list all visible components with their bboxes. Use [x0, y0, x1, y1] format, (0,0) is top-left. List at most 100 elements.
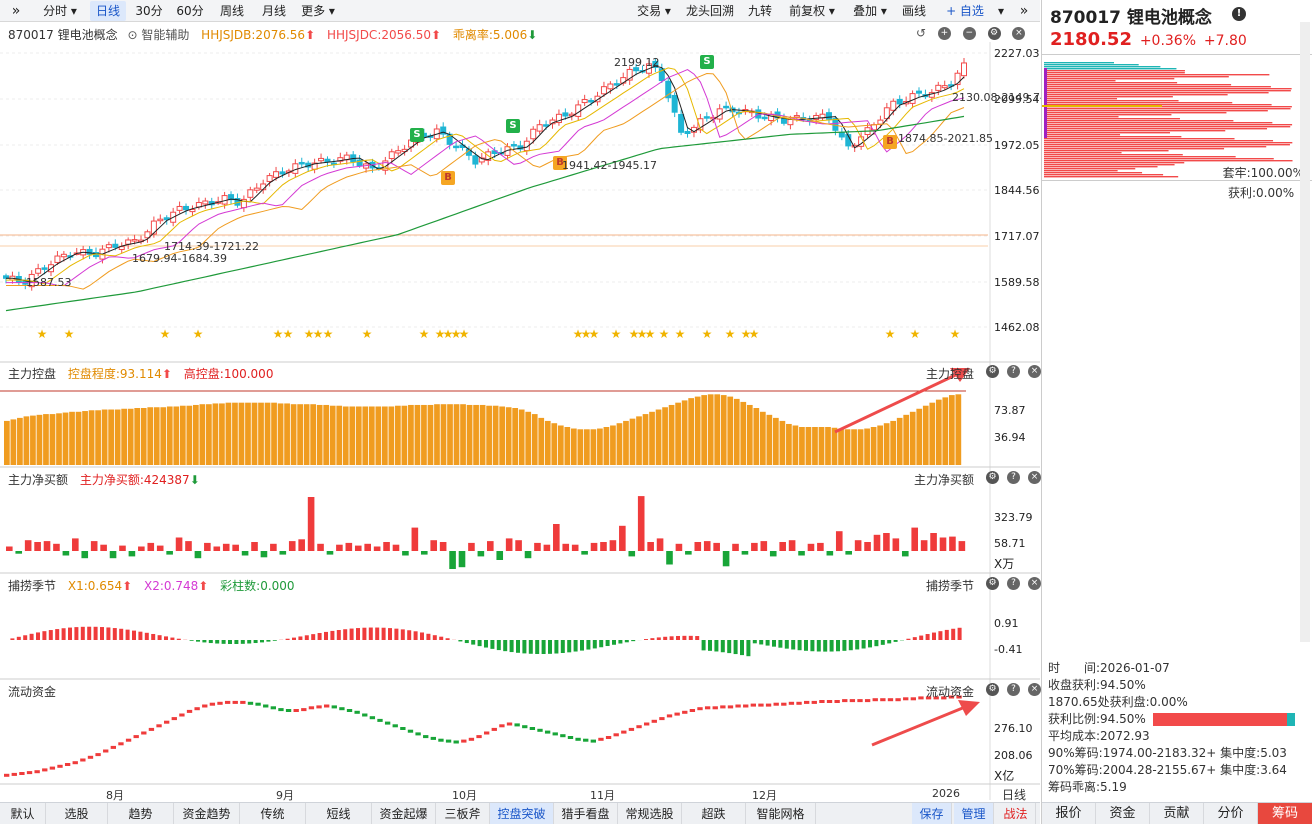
gear-icon[interactable]: ⚙ — [986, 577, 999, 590]
close-icon[interactable]: × — [1028, 365, 1041, 378]
flow-mark — [506, 722, 513, 726]
close-icon[interactable]: × — [1028, 577, 1041, 590]
strategy-tab[interactable]: 趋势 — [108, 803, 174, 824]
chip-bar — [1044, 96, 1173, 98]
season-bar — [624, 640, 629, 643]
netbuy-bar — [807, 543, 815, 551]
period-tab-30min[interactable]: 30分 — [135, 4, 163, 18]
stat-70: 70%筹码:2004.28-2155.67+ 集中度:3.64 — [1048, 763, 1287, 777]
help-icon[interactable]: ? — [1007, 577, 1020, 590]
flow-mark — [781, 702, 787, 706]
season-bar — [772, 640, 776, 647]
strategy-tab[interactable]: 短线 — [306, 803, 372, 824]
strategy-tab[interactable]: 超跌 — [682, 803, 746, 824]
gear-icon[interactable]: ⚙ — [986, 471, 999, 484]
trade-button[interactable]: 交易 ▾ — [637, 4, 671, 18]
strategy-tab[interactable]: 选股 — [46, 803, 108, 824]
strategy-tab[interactable]: 智能网格 — [746, 803, 816, 824]
tab-price-split[interactable]: 分价 — [1204, 803, 1258, 824]
strategy-tab[interactable]: 资金趋势 — [174, 803, 240, 824]
strategy-tab-active[interactable]: 控盘突破 — [490, 803, 554, 824]
info-icon[interactable]: ! — [1232, 7, 1246, 21]
season-bar — [202, 640, 207, 643]
chip-bar — [1044, 132, 1171, 134]
sidebar-expand-icon[interactable]: » — [11, 3, 21, 19]
strategy-tab[interactable]: 常规选股 — [618, 803, 682, 824]
strategy-tab[interactable]: 猎手看盘 — [554, 803, 618, 824]
strategy-tab[interactable]: 默认 — [0, 803, 46, 824]
watchlist-dropdown-icon[interactable]: ▾ — [997, 4, 1005, 18]
strategy-tab[interactable]: 传统 — [240, 803, 306, 824]
chip-bar — [1044, 126, 1291, 128]
control-bar — [427, 404, 434, 465]
gear-icon[interactable]: ⚙ — [986, 365, 999, 378]
close-icon[interactable]: × — [1028, 471, 1041, 484]
overlay-button[interactable]: 叠加 ▾ — [853, 4, 887, 18]
nine-turn-button[interactable]: 九转 — [747, 4, 772, 18]
period-tab-daily[interactable]: 日线 — [90, 1, 126, 21]
close-icon[interactable]: × — [1028, 683, 1041, 696]
strategy-tab[interactable]: 资金起爆 — [372, 803, 436, 824]
manage-button[interactable]: 管理 — [954, 803, 994, 824]
adjust-button[interactable]: 前复权 ▾ — [789, 4, 835, 18]
stat-90: 90%筹码:1974.00-2183.32+ 集中度:5.03 — [1048, 746, 1287, 760]
candle-body — [266, 175, 273, 182]
assist-toggle[interactable]: ⊙ 智能辅助 — [127, 28, 190, 42]
help-icon[interactable]: ? — [1007, 471, 1020, 484]
star-icon: ★ — [611, 327, 622, 341]
gear-icon[interactable]: ⚙ — [986, 683, 999, 696]
season-bar — [266, 640, 271, 642]
bottom-strategy-bar: 默认 选股 趋势 资金趋势 传统 短线 资金起爆 三板斧 控盘突破 猎手看盘 常… — [0, 802, 1040, 824]
period-tab-more[interactable]: 更多 ▾ — [301, 4, 335, 18]
tab-funds[interactable]: 资金 — [1096, 803, 1150, 824]
flow-mark — [87, 755, 94, 759]
control-bar — [544, 420, 551, 465]
refresh-icon[interactable]: ↺ — [916, 26, 927, 40]
flow-mark — [712, 706, 718, 710]
x-label: 9月 — [276, 789, 294, 802]
save-button[interactable]: 保存 — [912, 803, 952, 824]
flow-mark — [423, 735, 429, 739]
control-bar — [773, 417, 779, 465]
tactics-button[interactable]: 战法 — [996, 803, 1036, 824]
tab-chips[interactable]: 筹码 — [1258, 803, 1312, 824]
draw-button[interactable]: 画线 — [901, 4, 926, 18]
leader-review-button[interactable]: 龙头回溯 — [685, 4, 734, 18]
tab-contribution[interactable]: 贡献 — [1150, 803, 1204, 824]
strategy-tab[interactable]: 三板斧 — [436, 803, 490, 824]
season-bar — [375, 627, 380, 640]
change-pct: +0.36% — [1139, 33, 1197, 49]
minus-icon[interactable]: − — [962, 27, 976, 40]
y-label: 0.91 — [994, 617, 1019, 630]
season-bar — [944, 629, 949, 640]
netbuy-bar — [930, 533, 937, 551]
period-tab-weekly[interactable]: 周线 — [219, 4, 244, 18]
tab-quote[interactable]: 报价 — [1042, 803, 1096, 824]
netbuy-bar — [939, 537, 947, 551]
control-bar — [381, 406, 388, 465]
season-bar — [439, 636, 444, 640]
flow-mark — [384, 721, 391, 725]
help-icon[interactable]: ? — [1007, 683, 1020, 696]
close-icon[interactable]: × — [1012, 27, 1026, 40]
add-watchlist-button[interactable]: + 自选 — [946, 4, 984, 18]
flow-mark — [171, 717, 177, 721]
period-tab-fenshi[interactable]: 分时 ▾ — [43, 4, 77, 18]
season-bar — [394, 628, 399, 640]
chart-canvas[interactable]: ★ ★ ★ ★ ★ ★ ★★ ★ ★ ★ ★★★★ ★★★ ★ ★★★ ★ ★ ★ ★ ★★ ★ ★ ★ — [0, 0, 1040, 802]
star-icon: ★ — [443, 327, 454, 341]
collapse-icon[interactable]: » — [1019, 3, 1029, 19]
flow-mark — [857, 699, 863, 703]
gear-icon[interactable]: ⚙ — [987, 27, 1001, 40]
add-icon[interactable]: + — [937, 27, 951, 40]
help-icon[interactable]: ? — [1007, 365, 1020, 378]
flow-panel-name: 流动资金 — [8, 685, 57, 699]
candle-body — [163, 217, 170, 221]
scrollbar[interactable] — [1300, 22, 1310, 642]
control-bar — [610, 425, 616, 465]
period-tab-60min[interactable]: 60分 — [176, 4, 204, 18]
season-bar — [618, 640, 623, 644]
chip-bar — [1044, 142, 1293, 144]
period-tab-monthly[interactable]: 月线 — [261, 4, 286, 18]
flow-mark — [118, 742, 124, 746]
